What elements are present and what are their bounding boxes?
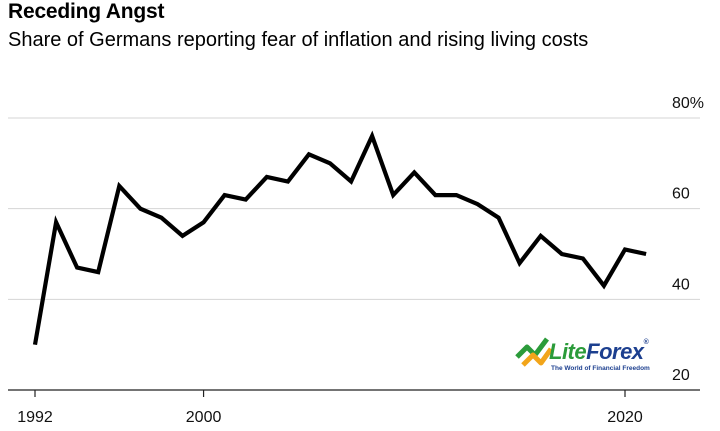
y-tick-label: 20: [672, 367, 690, 384]
y-tick-label: 60: [672, 186, 690, 203]
x-tick-labels: 1992 2000 2020: [17, 390, 643, 426]
x-tick-label: 2000: [186, 409, 222, 426]
logo-tagline: The World of Financial Freedom: [551, 365, 650, 372]
chart-title: Receding Angst: [8, 0, 165, 23]
logo-wordmark: LiteForex®: [549, 339, 649, 364]
x-tick-label: 2020: [607, 409, 643, 426]
series-line: [32, 130, 647, 346]
chart-subtitle: Share of Germans reporting fear of infla…: [8, 29, 589, 51]
liteforex-logo: LiteForex® The World of Financial Freedo…: [513, 331, 663, 383]
grid-lines: [8, 117, 700, 391]
y-tick-labels: 20 40 60 80%: [672, 95, 704, 384]
y-tick-label: 40: [672, 276, 690, 293]
x-tick-label: 1992: [17, 409, 53, 426]
series-layer: [32, 130, 647, 346]
liteforex-mark-icon: [515, 337, 553, 367]
y-tick-label: 80%: [672, 95, 704, 112]
